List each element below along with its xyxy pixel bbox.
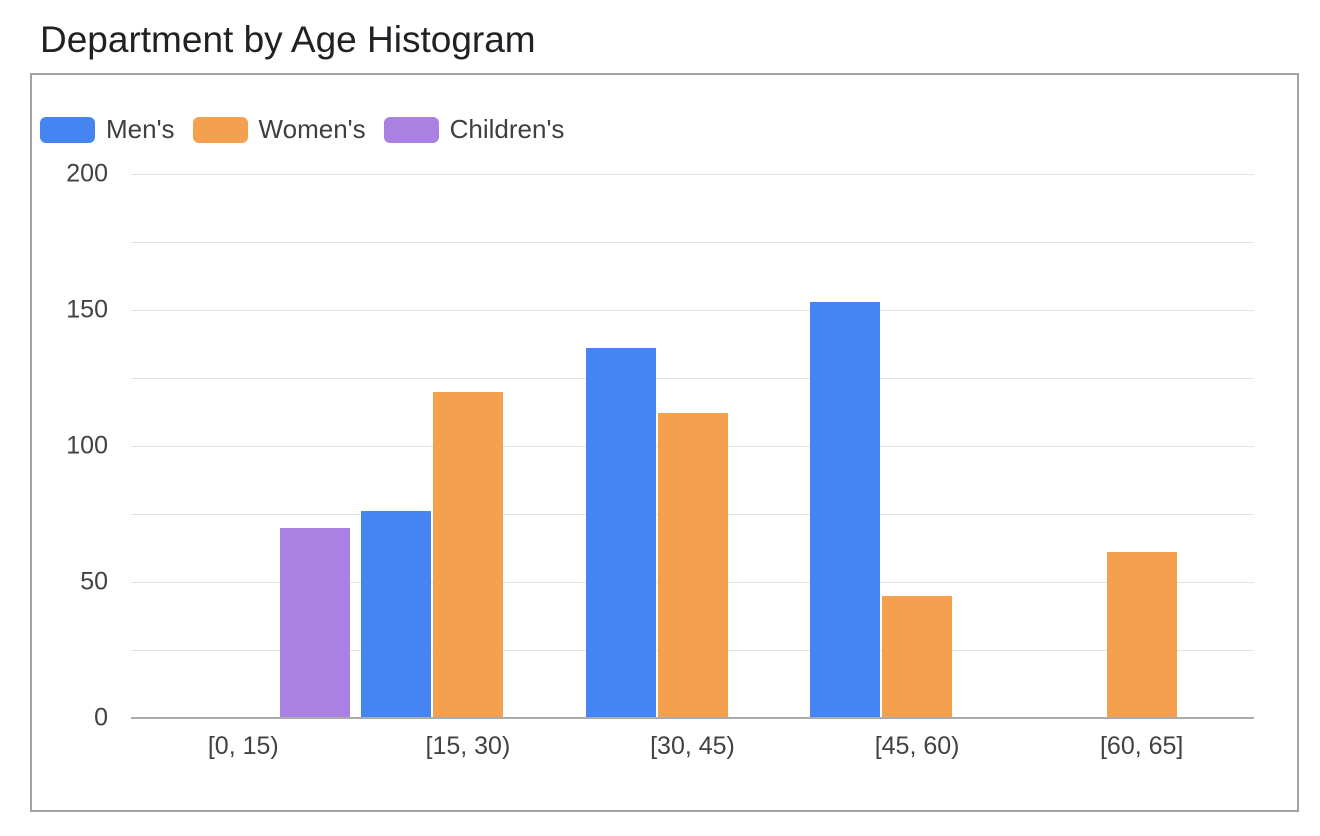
bar-mens-1[interactable] [361,511,432,718]
bar-womens-3[interactable] [882,595,953,718]
gridline-200 [131,174,1254,175]
x-axis-label-0: [0, 15) [207,732,279,760]
x-axis-label-4: [60, 65] [1099,732,1184,760]
y-axis-label-100: 100 [66,431,108,460]
gridline-175 [131,242,1254,243]
y-axis-label-50: 50 [80,567,108,596]
legend-item-womens[interactable]: Women's [192,114,366,145]
legend-label-mens: Men's [106,114,175,144]
chart-title: Department by Age Histogram [40,19,536,60]
legend-label-childrens: Children's [449,114,565,144]
legend-item-childrens[interactable]: Children's [383,114,565,145]
y-axis-label-0: 0 [94,703,108,732]
bar-mens-2[interactable] [585,348,656,718]
gridline-125 [131,378,1254,379]
legend: Men's Women's Children's [40,114,564,145]
gridline-150 [131,310,1254,311]
y-axis-label-200: 200 [66,159,108,188]
bar-mens-3[interactable] [810,301,881,718]
bar-womens-4[interactable] [1106,552,1177,718]
x-axis-label-1: [15, 30) [425,732,511,760]
bar-womens-2[interactable] [657,413,728,718]
legend-label-womens: Women's [258,114,366,144]
legend-item-mens[interactable]: Men's [40,114,175,145]
plot-area: 0 50 100 150 200 [0, 15) [15, 30) [30, 45) [45, … [32,75,1297,810]
bar-womens-1[interactable] [432,391,503,718]
x-axis-line [131,717,1254,719]
bar-childrens-0[interactable] [280,527,350,718]
legend-swatch-childrens [383,116,439,143]
x-axis-label-3: [45, 60) [874,732,960,760]
x-axis-label-2: [30, 45) [650,732,735,760]
y-axis-label-150: 150 [66,295,108,324]
legend-swatch-womens [192,116,248,143]
chart-container: Men's Women's Children's 0 50 100 150 200 [0, 1… [30,73,1299,812]
legend-swatch-mens [40,116,95,143]
